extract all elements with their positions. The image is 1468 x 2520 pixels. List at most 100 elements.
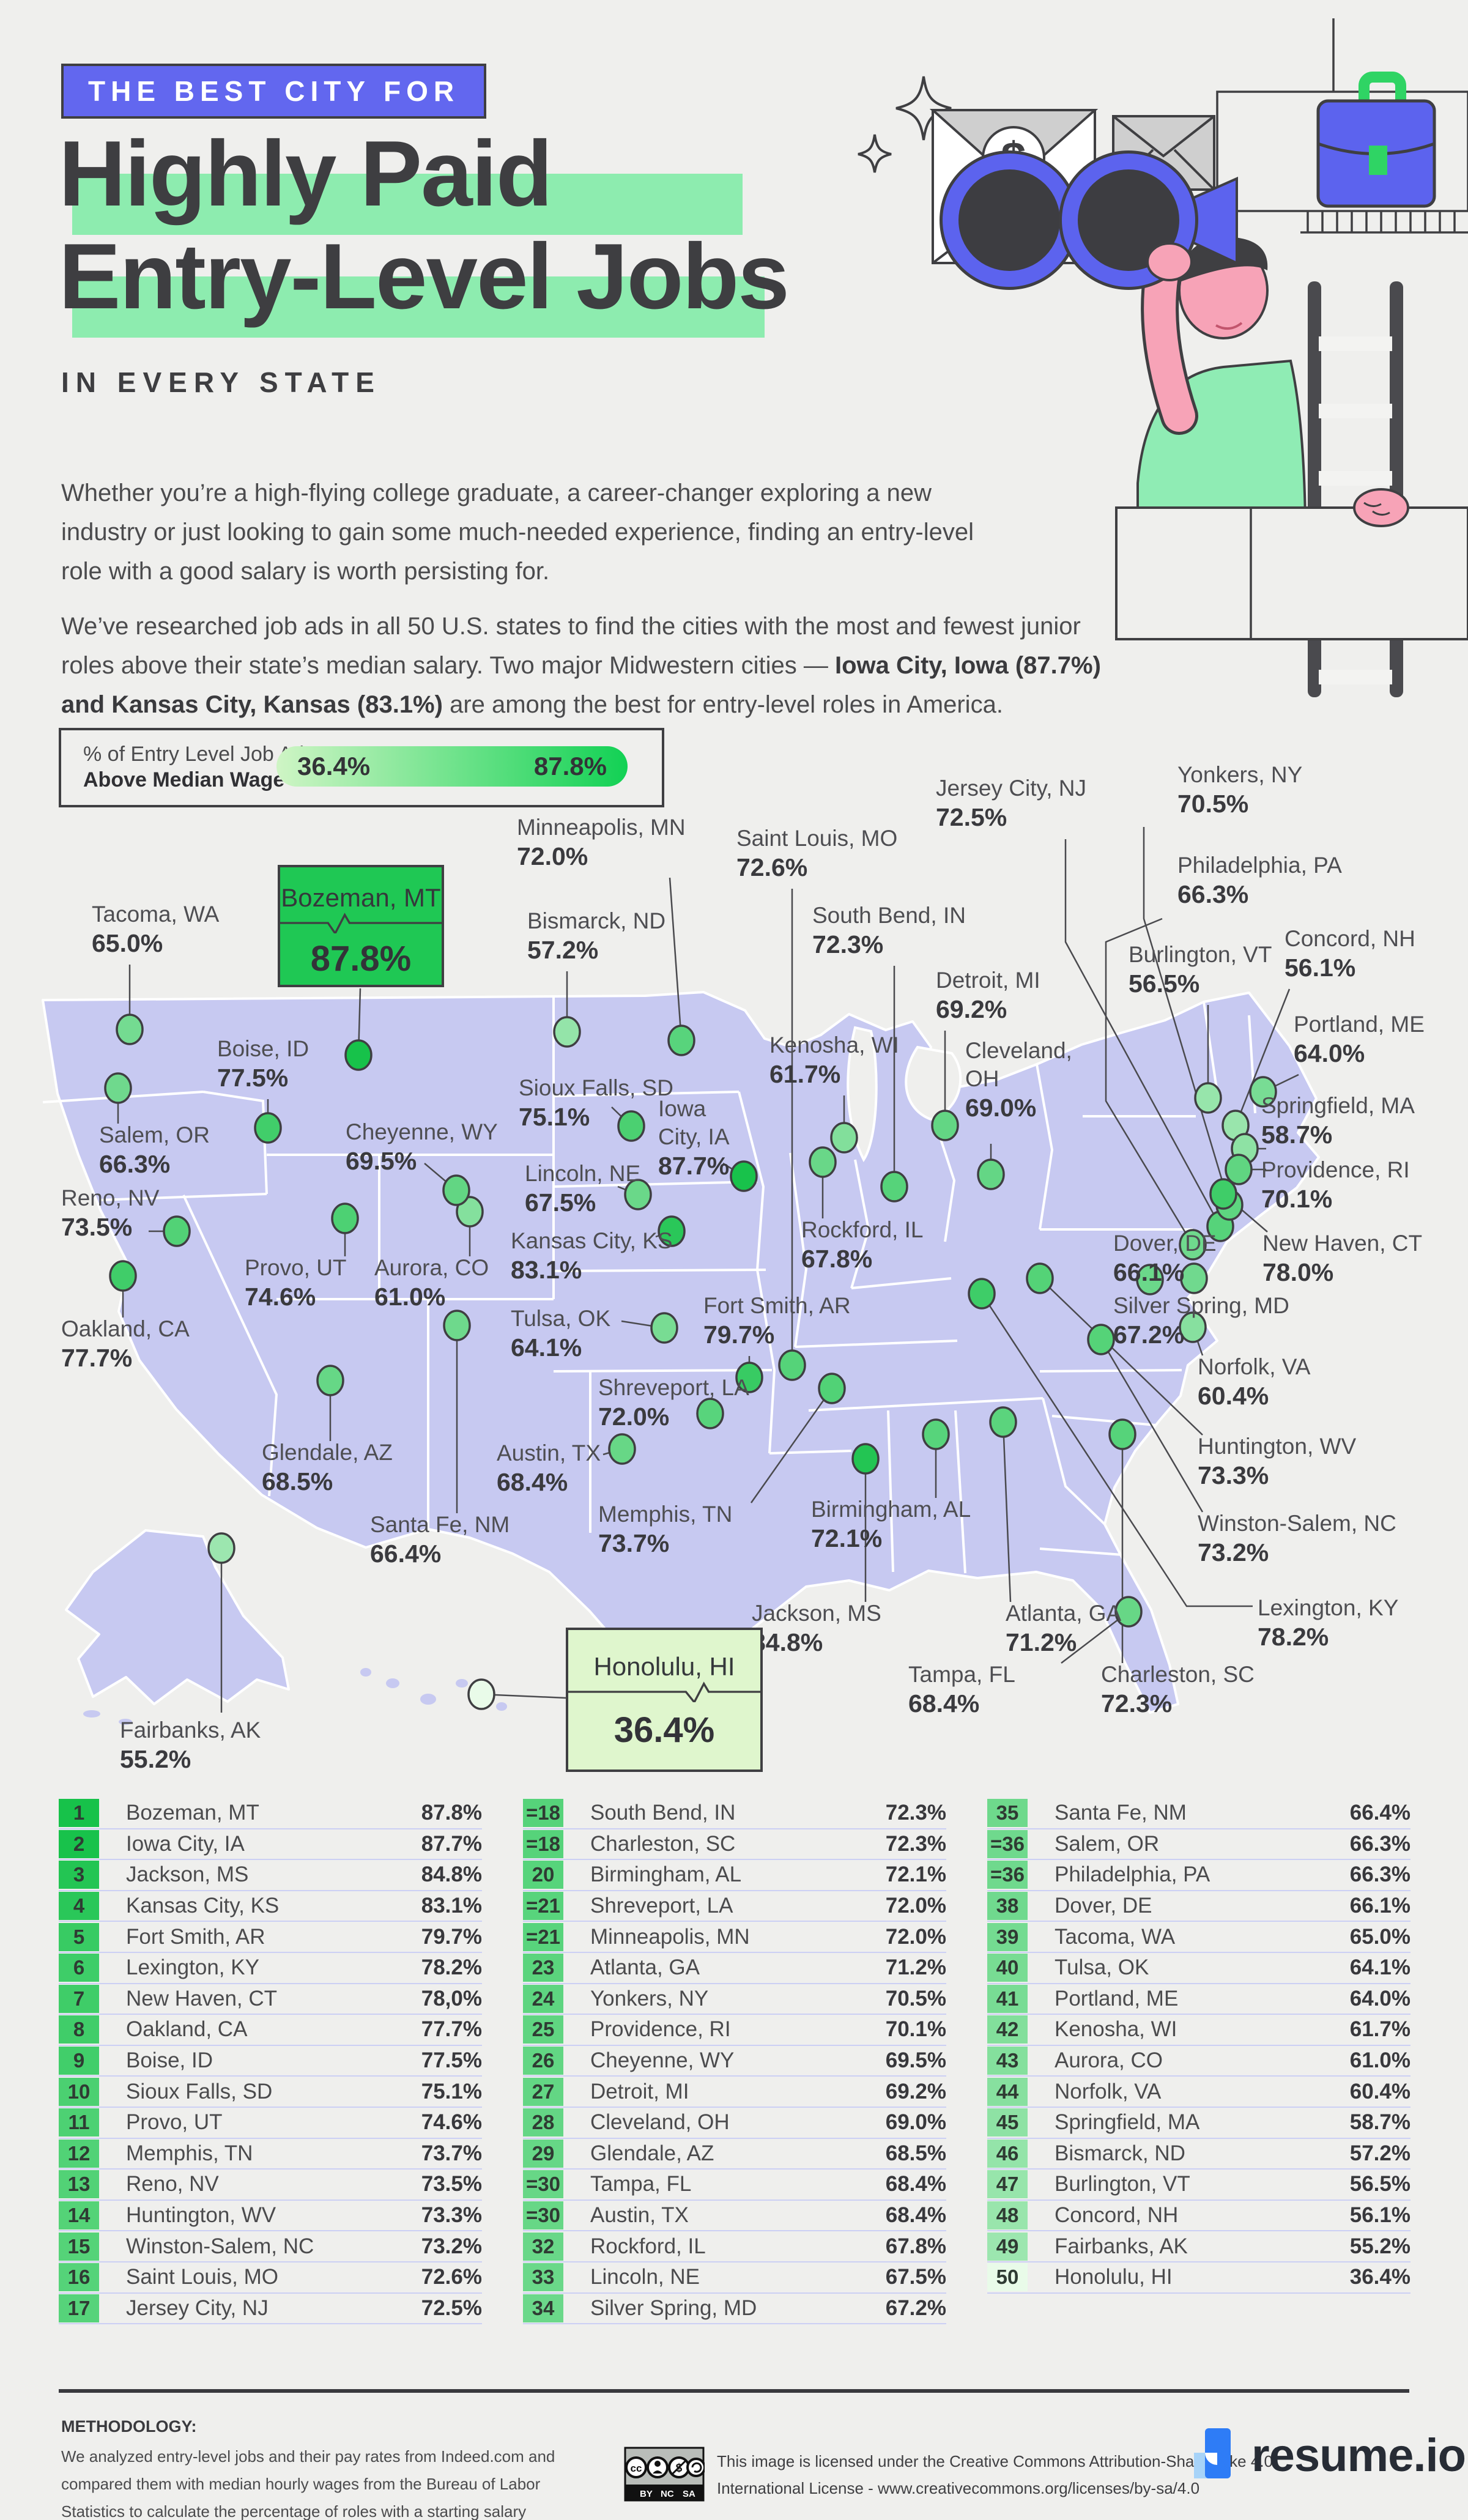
city-name: Reno, NV bbox=[126, 2172, 219, 2196]
city-value: 72.5% bbox=[421, 2296, 482, 2320]
city-value: 36.4% bbox=[1349, 2265, 1411, 2289]
table-row: 7 New Haven, CT 78,0% bbox=[59, 1984, 482, 2015]
map-city-label: Springfield, MA 58.7% bbox=[1261, 1092, 1415, 1149]
city-name: Charleston, SC bbox=[590, 1831, 736, 1856]
table-row: 33 Lincoln, NE 67.5% bbox=[523, 2262, 946, 2294]
city-name: Kansas City, KS bbox=[511, 1228, 673, 1253]
city-name: Tulsa, OK bbox=[511, 1306, 611, 1331]
map-city-label: Fairbanks, AK 55.2% bbox=[120, 1716, 261, 1773]
map-city-label: Shreveport, LA 72.0% bbox=[598, 1374, 749, 1431]
connector-line bbox=[481, 1693, 566, 1699]
svg-text:SA: SA bbox=[683, 2489, 695, 2499]
rank-badge: 41 bbox=[987, 1984, 1028, 2013]
table-row: 29 Glendale, AZ 68.5% bbox=[523, 2139, 946, 2170]
city-name: Rockford, IL bbox=[590, 2234, 706, 2258]
city-value: 87.7% bbox=[421, 1831, 482, 1856]
table-row: 6 Lexington, KY 78.2% bbox=[59, 1953, 482, 1984]
map-city-label: Jackson, MS 84.8% bbox=[752, 1599, 881, 1656]
city-value: 69.5% bbox=[346, 1147, 417, 1175]
rank-badge: 46 bbox=[987, 2139, 1028, 2168]
rank-badge: 9 bbox=[59, 2047, 99, 2075]
city-value: 75.1% bbox=[519, 1103, 590, 1131]
city-value: 72.3% bbox=[885, 1831, 946, 1856]
city-dot bbox=[1179, 1229, 1207, 1261]
city-name: Detroit, MI bbox=[936, 968, 1040, 993]
table-row: 10 Sioux Falls, SD 75.1% bbox=[59, 2077, 482, 2108]
rank-badge: 33 bbox=[523, 2263, 563, 2292]
license-line2: International License - www.creativecomm… bbox=[717, 2479, 1200, 2497]
city-name: Oakland, CA bbox=[61, 1316, 190, 1341]
city-value: 72.0% bbox=[517, 842, 588, 870]
cc-license-badge: cc $ BY NC SA bbox=[624, 2447, 705, 2502]
city-name: Burlington, VT bbox=[1055, 2172, 1190, 2196]
table-row: 35 Santa Fe, NM 66.4% bbox=[987, 1798, 1411, 1829]
city-name: Tampa, FL bbox=[590, 2172, 692, 2196]
table-row: 27 Detroit, MI 69.2% bbox=[523, 2077, 946, 2108]
rank-badge: 13 bbox=[59, 2170, 99, 2199]
city-name: Shreveport, LA bbox=[590, 1894, 733, 1918]
city-dot bbox=[344, 1039, 373, 1071]
city-dot bbox=[1136, 1264, 1164, 1295]
city-name: Sioux Falls, SD bbox=[126, 2079, 273, 2103]
table-row: 34 Silver Spring, MD 67.2% bbox=[523, 2294, 946, 2325]
table-row: 15 Winston-Salem, NC 73.2% bbox=[59, 2231, 482, 2262]
city-name: Aurora, CO bbox=[1055, 2048, 1163, 2073]
map-city-label: Portland, ME 64.0% bbox=[1294, 1010, 1425, 1067]
city-value: 69.0% bbox=[885, 2110, 946, 2135]
city-name: Cleveland, OH bbox=[590, 2110, 730, 2135]
map-city-label: Provo, UT 74.6% bbox=[245, 1254, 347, 1311]
city-name: Provo, UT bbox=[245, 1255, 347, 1280]
city-dot bbox=[442, 1174, 470, 1206]
map-city-label: Cheyenne, WY 69.5% bbox=[346, 1118, 498, 1175]
city-value: 72.6% bbox=[421, 2265, 482, 2289]
rank-badge: 44 bbox=[987, 2077, 1028, 2106]
map-city-label: Winston-Salem, NC 73.2% bbox=[1198, 1510, 1396, 1566]
city-name: Yonkers, NY bbox=[590, 1986, 709, 2010]
city-value: 78.0% bbox=[1262, 1258, 1334, 1286]
connector-line bbox=[750, 1388, 833, 1503]
legend-label-line2: Above Median Wage bbox=[83, 768, 285, 791]
city-name: Jersey City, NJ bbox=[126, 2296, 269, 2320]
city-name: Lexington, KY bbox=[1258, 1595, 1399, 1620]
city-name: Austin, TX bbox=[497, 1440, 601, 1466]
city-name: Tacoma, WA bbox=[1055, 1924, 1176, 1949]
header-illustration: $ bbox=[858, 18, 1468, 697]
city-value: 67.8% bbox=[801, 1245, 873, 1273]
map-city-label: Austin, TX 68.4% bbox=[497, 1439, 601, 1496]
city-value: 87.8% bbox=[421, 1801, 482, 1825]
city-value: 69.0% bbox=[965, 1094, 1037, 1122]
connector-line bbox=[1105, 917, 1194, 1245]
license-text: This image is licensed under the Creativ… bbox=[717, 2448, 1273, 2502]
rank-badge: =36 bbox=[987, 1861, 1028, 1889]
connector-line bbox=[669, 877, 683, 1041]
city-dot bbox=[207, 1532, 235, 1564]
map-city-label: South Bend, IN 72.3% bbox=[812, 902, 966, 958]
city-value: 67.8% bbox=[885, 2234, 946, 2258]
city-value: 57.2% bbox=[527, 936, 599, 964]
alaska-shape bbox=[65, 1529, 290, 1725]
rank-badge: 20 bbox=[523, 1861, 563, 1889]
city-name: Austin, TX bbox=[590, 2203, 689, 2228]
city-dot bbox=[818, 1373, 846, 1404]
briefcase-icon bbox=[1316, 72, 1436, 208]
city-name: Tampa, FL bbox=[908, 1662, 1015, 1687]
city-value: 77.5% bbox=[421, 2048, 482, 2073]
city-value: 65.0% bbox=[1349, 1924, 1411, 1949]
city-name: Fort Smith, AR bbox=[126, 1924, 265, 1949]
rank-badge: 16 bbox=[59, 2263, 99, 2292]
city-value: 73.5% bbox=[61, 1213, 133, 1241]
city-value: 58.7% bbox=[1349, 2110, 1411, 2135]
rank-badge: 14 bbox=[59, 2201, 99, 2230]
callout-divider bbox=[280, 913, 442, 933]
page-title-line1: Highly Paid bbox=[59, 122, 553, 226]
license-line1: This image is licensed under the Creativ… bbox=[717, 2452, 1273, 2470]
city-value: 73.2% bbox=[421, 2234, 482, 2258]
city-value: 69.2% bbox=[885, 2079, 946, 2103]
city-dot bbox=[851, 1443, 880, 1475]
city-name: Reno, NV bbox=[61, 1185, 160, 1210]
city-name: Detroit, MI bbox=[590, 2079, 689, 2103]
map-city-label: Birmingham, AL 72.1% bbox=[811, 1495, 971, 1552]
page-subtitle: IN EVERY STATE bbox=[61, 366, 381, 398]
map-city-label: Glendale, AZ 68.5% bbox=[262, 1439, 393, 1495]
